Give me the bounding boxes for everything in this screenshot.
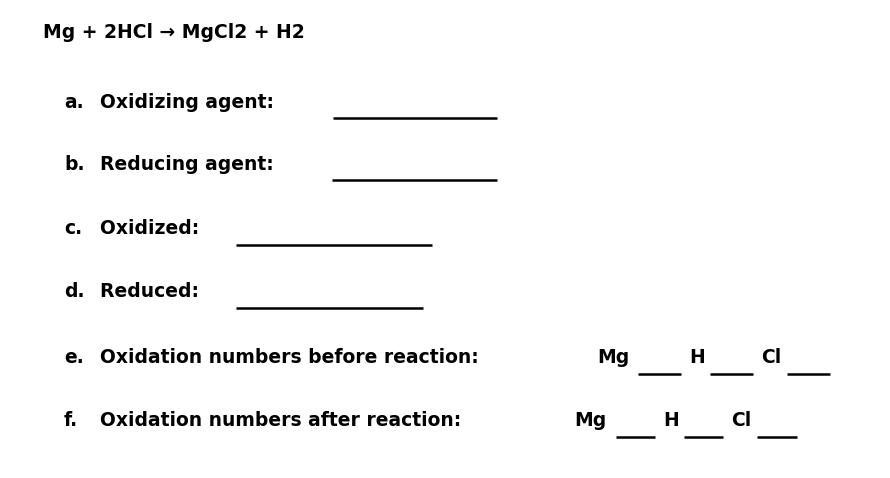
Text: b.: b. (64, 155, 85, 174)
Text: Oxidation numbers before reaction:: Oxidation numbers before reaction: (100, 348, 485, 367)
Text: Mg: Mg (597, 348, 629, 367)
Text: Oxidized:: Oxidized: (100, 219, 206, 238)
Text: d.: d. (64, 282, 85, 301)
Text: f.: f. (64, 412, 78, 430)
Text: Mg + 2HCl → MgCl2 + H2: Mg + 2HCl → MgCl2 + H2 (43, 23, 304, 42)
Text: a.: a. (64, 93, 84, 111)
Text: c.: c. (64, 219, 82, 238)
Text: Oxidation numbers after reaction:: Oxidation numbers after reaction: (100, 412, 467, 430)
Text: H: H (663, 412, 679, 430)
Text: Oxidizing agent:: Oxidizing agent: (100, 93, 280, 111)
Text: e.: e. (64, 348, 84, 367)
Text: H: H (690, 348, 705, 367)
Text: Cl: Cl (761, 348, 781, 367)
Text: Cl: Cl (732, 412, 751, 430)
Text: Reduced:: Reduced: (100, 282, 206, 301)
Text: Reducing agent:: Reducing agent: (100, 155, 280, 174)
Text: Mg: Mg (574, 412, 606, 430)
